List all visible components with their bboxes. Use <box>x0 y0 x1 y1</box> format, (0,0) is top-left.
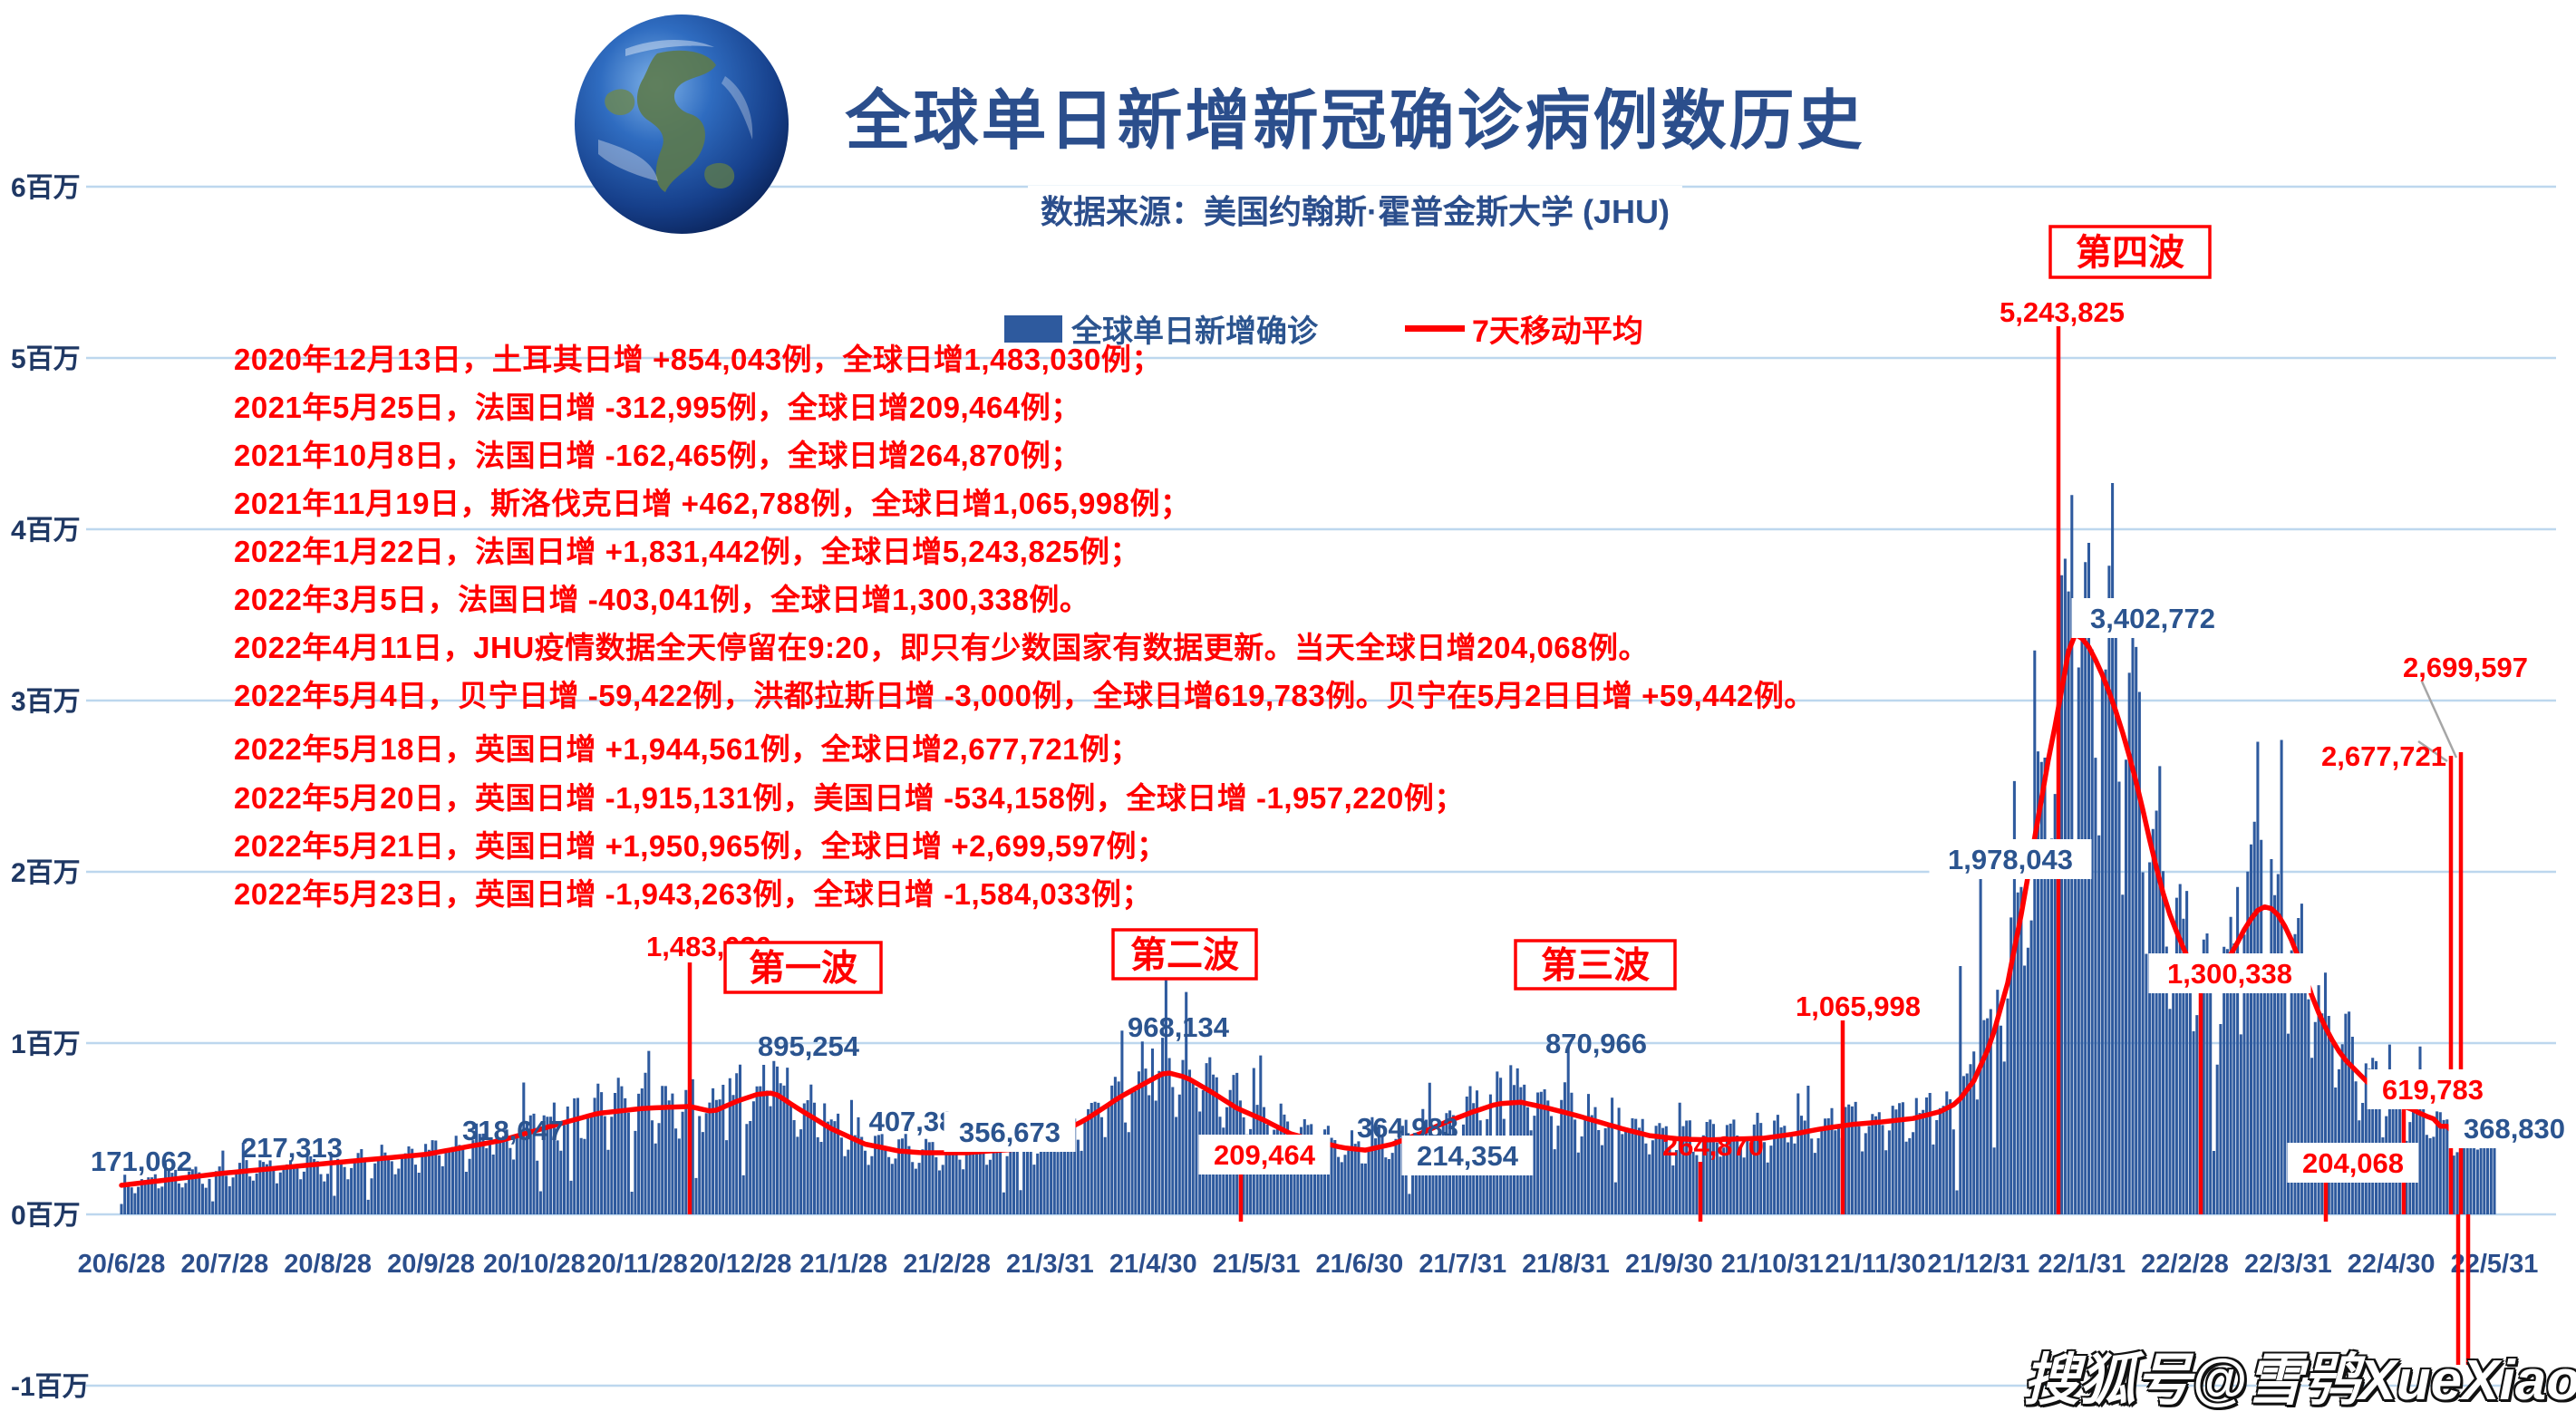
wave-label-box <box>2048 225 2212 279</box>
x-axis-label: 22/5/31 <box>2451 1250 2539 1279</box>
value-label: 1,065,998 <box>1796 991 1921 1022</box>
x-axis-label: 20/8/28 <box>284 1250 372 1279</box>
value-label-box <box>2367 1069 2499 1109</box>
x-axis-label: 21/1/28 <box>799 1250 887 1279</box>
x-axis-label: 20/9/28 <box>387 1250 475 1279</box>
x-axis-label: 22/1/31 <box>2038 1250 2126 1279</box>
value-label: 5,243,825 <box>2000 296 2125 328</box>
chart-legend: 全球单日新增确诊 7天移动平均 <box>1004 306 1643 351</box>
watermark: 搜狐号@雪鸮XueXiao <box>2023 1349 2576 1412</box>
value-label: 209,464 <box>1214 1139 1316 1171</box>
title-block: 全球单日新增新冠确诊病例数历史 数据来源：美国约翰斯·霍普金斯大学 (JHU) <box>816 67 1894 233</box>
value-label: 968,134 <box>1128 1011 1230 1043</box>
value-label: 895,254 <box>758 1030 860 1062</box>
y-axis-label: 0百万 <box>11 1201 81 1231</box>
x-axis-label: 22/2/28 <box>2141 1250 2229 1279</box>
line-series-swatch <box>1405 325 1465 332</box>
bar-series-swatch <box>1004 314 1062 343</box>
value-label: 407,38 <box>869 1106 955 1137</box>
value-label: 171,062 <box>91 1146 192 1177</box>
value-label-box <box>2148 953 2311 993</box>
value-label: 3,402,772 <box>2090 603 2215 634</box>
value-label: 619,783 <box>2382 1074 2484 1106</box>
value-label: 870,966 <box>1545 1028 1647 1059</box>
wave-label: 第一波 <box>749 949 857 989</box>
x-axis-label: 21/5/31 <box>1213 1250 1301 1279</box>
value-label: 217,313 <box>241 1132 343 1164</box>
page-title: 全球单日新增新冠确诊病例数历史 <box>838 67 1873 162</box>
x-axis-label: 21/11/30 <box>1825 1250 1925 1279</box>
x-axis-label: 20/12/28 <box>690 1250 792 1279</box>
value-label-box <box>944 1112 1076 1152</box>
y-axis-label: 2百万 <box>11 858 81 888</box>
x-axis-label: 21/6/30 <box>1316 1250 1404 1279</box>
y-axis-label: 5百万 <box>11 344 81 374</box>
value-label: 2,677,721 <box>2321 740 2446 772</box>
x-axis-label: 20/7/28 <box>180 1250 268 1279</box>
value-label: 318,647 <box>462 1115 564 1146</box>
x-axis-label: 20/6/28 <box>78 1250 166 1279</box>
y-axis-label: -1百万 <box>11 1372 90 1402</box>
page-subtitle: 数据来源：美国约翰斯·霍普金斯大学 (JHU) <box>1028 186 1682 233</box>
earth-globe-icon <box>571 13 792 236</box>
value-label: 1,978,043 <box>1948 844 2073 875</box>
x-axis-label: 21/2/28 <box>903 1250 991 1279</box>
wave-label-box <box>1111 928 1258 981</box>
label-leader-line <box>2417 740 2448 763</box>
value-label: 214,354 <box>1417 1140 1519 1172</box>
x-axis-label: 21/10/31 <box>1721 1250 1824 1279</box>
x-axis-label: 22/3/31 <box>2244 1250 2332 1279</box>
value-label: 264,870 <box>1662 1130 1764 1162</box>
value-label-box <box>1401 1136 1534 1175</box>
wave-label-box <box>1514 939 1677 991</box>
x-axis-label: 21/8/31 <box>1522 1250 1610 1279</box>
x-axis-label: 21/9/30 <box>1625 1250 1713 1279</box>
value-label: 1,300,338 <box>2167 958 2292 990</box>
value-label: 204,068 <box>2302 1147 2404 1179</box>
y-axis-label: 3百万 <box>11 687 81 717</box>
wave-label: 第四波 <box>2076 233 2184 273</box>
value-label: 2,699,597 <box>2403 652 2528 683</box>
x-axis-label: 21/3/31 <box>1006 1250 1094 1279</box>
x-axis-label: 20/10/28 <box>483 1250 586 1279</box>
value-label-box <box>1198 1135 1331 1174</box>
y-axis-label: 6百万 <box>11 173 81 203</box>
wave-label: 第三波 <box>1541 946 1650 986</box>
x-axis-label: 21/4/30 <box>1109 1250 1197 1279</box>
value-label-box <box>2287 1143 2419 1183</box>
x-axis-label: 20/11/28 <box>586 1250 687 1279</box>
value-label-box <box>2448 1108 2576 1148</box>
value-label: 356,673 <box>959 1116 1060 1148</box>
y-axis-label: 1百万 <box>11 1030 81 1059</box>
value-label-box <box>2071 598 2234 638</box>
x-axis-label: 21/7/31 <box>1419 1250 1506 1279</box>
wave-label-box <box>723 941 883 994</box>
x-axis-label: 22/4/30 <box>2348 1250 2436 1279</box>
line-series-label: 7天移动平均 <box>1472 314 1643 349</box>
daily-new-cases-bars <box>120 483 2496 1214</box>
value-label: 368,830 <box>2464 1113 2565 1145</box>
x-axis-label: 21/12/31 <box>1927 1250 2029 1279</box>
wave-label: 第二波 <box>1130 935 1239 975</box>
label-leader-line <box>2420 681 2458 759</box>
y-axis-label: 4百万 <box>11 516 81 546</box>
bar-series-label: 全球单日新增确诊 <box>1071 314 1318 349</box>
value-label-box <box>1929 839 2092 879</box>
